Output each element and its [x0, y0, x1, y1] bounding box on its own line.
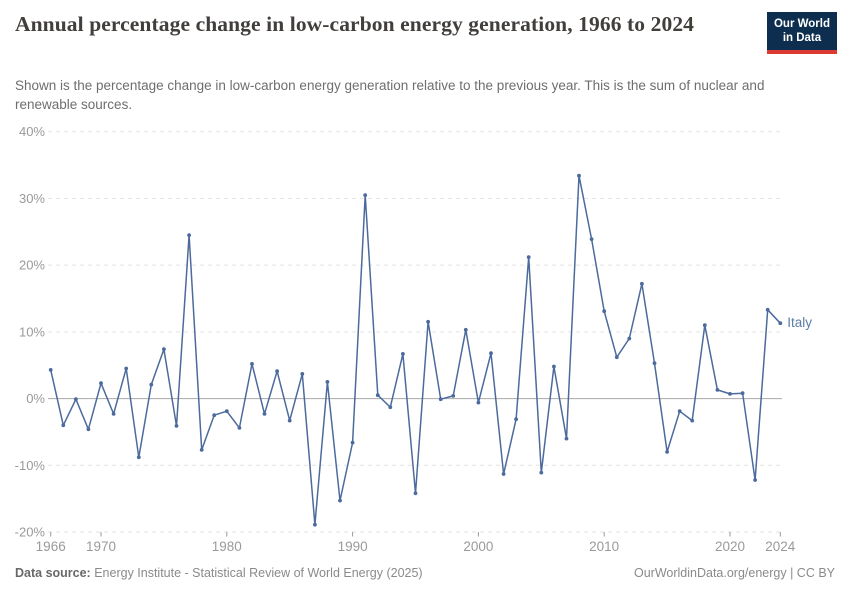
data-point-2012[interactable] — [627, 336, 632, 341]
data-point-1983[interactable] — [262, 412, 267, 416]
data-point-2024[interactable] — [778, 321, 783, 326]
x-tick-label-1980: 1980 — [212, 539, 242, 554]
y-tick-label-0%: 0% — [26, 391, 45, 406]
y-tick-label-40%: 40% — [19, 124, 45, 139]
chart-title: Annual percentage change in low-carbon e… — [15, 12, 695, 36]
data-point-1970[interactable] — [99, 381, 103, 386]
data-point-1984[interactable] — [275, 369, 279, 374]
data-point-1982[interactable] — [250, 362, 254, 366]
data-point-1976[interactable] — [174, 424, 179, 428]
x-tick-label-1966: 1966 — [36, 539, 66, 554]
data-point-1988[interactable] — [325, 380, 330, 384]
data-point-1987[interactable] — [313, 522, 317, 527]
data-point-2023[interactable] — [765, 307, 770, 312]
data-point-1989[interactable] — [338, 498, 342, 503]
data-point-2007[interactable] — [564, 436, 569, 441]
data-point-1980[interactable] — [224, 409, 229, 414]
data-source-value: Energy Institute - Statistical Review of… — [90, 566, 423, 580]
license-note[interactable]: OurWorldinData.org/energy | CC BY — [633, 566, 835, 580]
data-point-1973[interactable] — [136, 455, 141, 460]
data-point-2008[interactable] — [577, 173, 581, 178]
y-gridlines: 40% 30% 20% 10% 0% -10% -20% — [15, 124, 782, 540]
data-point-1993[interactable] — [388, 405, 393, 410]
y-tick-label-20%: 20% — [19, 258, 45, 273]
entity-label-italy[interactable]: Italy — [787, 315, 812, 330]
y-tick-label--20%: -20% — [15, 525, 46, 540]
data-point-2015[interactable] — [665, 450, 669, 454]
data-point-2014[interactable] — [652, 361, 657, 366]
x-tick-label-1990: 1990 — [338, 539, 368, 554]
data-point-1999[interactable] — [463, 327, 468, 332]
data-point-1985[interactable] — [287, 418, 292, 423]
data-point-2017[interactable] — [690, 418, 695, 423]
y-tick-label-10%: 10% — [19, 324, 45, 339]
data-point-2002[interactable] — [501, 472, 506, 476]
data-point-1998[interactable] — [451, 394, 456, 398]
data-point-2004[interactable] — [526, 255, 531, 259]
data-point-1974[interactable] — [149, 382, 154, 387]
data-point-2006[interactable] — [552, 364, 556, 369]
owid-logo[interactable]: Our World in Data — [766, 12, 837, 54]
data-point-2020[interactable] — [728, 392, 732, 396]
x-tick-label-2010: 2010 — [589, 539, 619, 554]
data-point-1969[interactable] — [86, 427, 91, 432]
y-tick-label-30%: 30% — [19, 191, 45, 206]
data-point-2021[interactable] — [740, 391, 745, 396]
series-line-italy[interactable] — [49, 174, 782, 526]
data-point-2013[interactable] — [640, 281, 644, 286]
data-point-2005[interactable] — [539, 470, 544, 475]
data-point-1986[interactable] — [300, 372, 305, 376]
x-tick-label-2024: 2024 — [765, 539, 796, 554]
data-point-1967[interactable] — [61, 423, 66, 428]
data-point-1995[interactable] — [413, 491, 418, 496]
data-point-1994[interactable] — [401, 352, 405, 356]
data-point-1997[interactable] — [438, 397, 443, 402]
data-point-1968[interactable] — [74, 397, 78, 402]
data-point-2022[interactable] — [753, 478, 757, 482]
data-point-1990[interactable] — [350, 440, 355, 445]
data-point-2016[interactable] — [677, 409, 682, 414]
data-point-1981[interactable] — [237, 426, 242, 430]
data-point-1966[interactable] — [48, 368, 53, 372]
data-point-2018[interactable] — [702, 323, 707, 328]
data-point-2019[interactable] — [715, 388, 720, 392]
data-point-1972[interactable] — [124, 366, 129, 371]
data-point-1992[interactable] — [375, 393, 380, 398]
owid-logo-line1: Our World — [773, 18, 830, 30]
data-point-2009[interactable] — [589, 237, 594, 242]
owid-logo-line2: in Data — [782, 32, 822, 45]
x-tick-label-2020: 2020 — [715, 539, 745, 554]
y-tick-label--10%: -10% — [15, 458, 46, 473]
x-tick-label-2000: 2000 — [463, 539, 493, 554]
data-point-2010[interactable] — [602, 309, 607, 314]
chart-footer: Data source: Energy Institute - Statisti… — [15, 566, 835, 580]
data-point-2003[interactable] — [514, 417, 518, 422]
series-points-italy[interactable] — [48, 173, 783, 527]
x-tick-label-1970: 1970 — [86, 539, 116, 554]
data-source-label: Data source: — [15, 566, 91, 580]
data-point-1991[interactable] — [363, 193, 368, 198]
data-point-1978[interactable] — [199, 448, 204, 452]
data-point-1977[interactable] — [187, 233, 192, 238]
data-point-1996[interactable] — [426, 319, 430, 324]
x-axis-ticks: 1966 1970 1980 1990 2000 2010 2020 2024 — [36, 532, 796, 554]
data-point-2001[interactable] — [489, 351, 493, 356]
data-point-2000[interactable] — [476, 400, 481, 405]
chart-subtitle: Shown is the percentage change in low-ca… — [15, 78, 765, 112]
data-point-1979[interactable] — [212, 413, 217, 418]
data-point-2011[interactable] — [614, 355, 619, 360]
data-point-1975[interactable] — [162, 347, 166, 352]
data-source: Data source: Energy Institute - Statisti… — [15, 566, 423, 580]
data-point-1971[interactable] — [111, 412, 116, 416]
